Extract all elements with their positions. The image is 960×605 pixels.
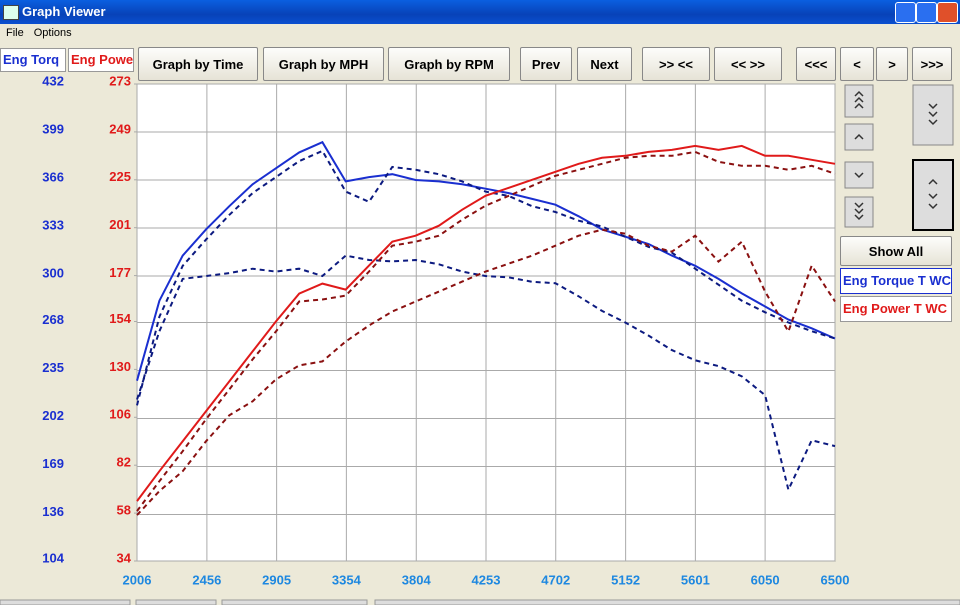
y-tick-label: 333 xyxy=(42,217,64,232)
toolbar-button[interactable]: >> << xyxy=(642,47,710,81)
x-tick-label: 4702 xyxy=(541,572,570,587)
y-tick-label: 235 xyxy=(42,360,64,375)
zoom-button[interactable] xyxy=(912,159,954,231)
x-tick-label: 6500 xyxy=(821,572,850,587)
y-tick-label: 136 xyxy=(42,504,64,519)
chevron-icon xyxy=(928,103,938,126)
toolbar-button[interactable]: Prev xyxy=(520,47,572,81)
x-tick-label: 4253 xyxy=(472,572,501,587)
toolbar-button[interactable]: < xyxy=(840,47,874,81)
y-tick-label: 432 xyxy=(42,73,64,88)
status-panel xyxy=(374,599,960,605)
status-panel xyxy=(221,599,368,605)
y2-tick-label: 273 xyxy=(109,73,131,88)
x-tick-label: 6050 xyxy=(751,572,780,587)
menu-item[interactable]: File xyxy=(6,27,24,39)
toolbar-button[interactable]: <<< xyxy=(796,47,836,81)
y-tick-label: 399 xyxy=(42,121,64,136)
chevron-icon xyxy=(854,90,864,109)
toolbar-button[interactable]: > xyxy=(876,47,908,81)
series-line xyxy=(136,144,836,502)
title-bar: Graph Viewer xyxy=(0,0,960,24)
toolbar-button[interactable]: Graph by MPH xyxy=(263,47,384,81)
y-axis-header: Eng Torq xyxy=(0,48,66,72)
scroll-button[interactable] xyxy=(844,84,874,118)
toolbar-button[interactable]: >>> xyxy=(912,47,952,81)
toolbar-button[interactable]: Graph by Time xyxy=(138,47,258,81)
toolbar-button[interactable]: << >> xyxy=(714,47,782,81)
y-tick-label: 268 xyxy=(42,312,64,327)
status-panel xyxy=(135,599,217,605)
y2-tick-label: 106 xyxy=(109,407,131,422)
y2-tick-label: 58 xyxy=(117,503,131,518)
x-tick-label: 2456 xyxy=(192,572,221,587)
window-title: Graph Viewer xyxy=(22,4,106,19)
y2-tick-label: 249 xyxy=(109,121,131,136)
dashed-series-line xyxy=(136,254,836,493)
chevron-icon xyxy=(854,133,864,140)
x-tick-label: 2905 xyxy=(262,572,291,587)
legend-entry[interactable]: Eng Torque T WC xyxy=(840,268,952,294)
dashed-series-line xyxy=(136,228,836,516)
menu-bar: File Options xyxy=(0,24,960,42)
y2-axis-header: Eng Powe xyxy=(68,48,134,72)
y2-tick-label: 82 xyxy=(117,455,131,470)
y2-tick-label: 201 xyxy=(109,217,131,232)
x-tick-label: 3354 xyxy=(332,572,362,587)
y-tick-label: 300 xyxy=(42,265,64,280)
chevron-icon xyxy=(854,172,864,179)
x-tick-label: 3804 xyxy=(402,572,432,587)
y2-tick-label: 130 xyxy=(109,359,131,374)
y-tick-label: 202 xyxy=(42,408,64,423)
x-tick-label: 2006 xyxy=(123,572,152,587)
y-tick-label: 366 xyxy=(42,169,64,184)
x-tick-label: 5601 xyxy=(681,572,710,587)
app-icon xyxy=(3,5,19,20)
y-tick-label: 104 xyxy=(42,550,64,565)
y2-tick-label: 225 xyxy=(109,169,131,184)
toolbar-button[interactable]: Graph by RPM xyxy=(388,47,510,81)
y2-tick-label: 154 xyxy=(109,311,131,326)
scroll-button[interactable] xyxy=(844,196,874,228)
status-panel xyxy=(0,599,131,605)
menu-item[interactable]: Options xyxy=(33,27,72,39)
chevron-icon xyxy=(854,202,864,221)
dashed-series-line xyxy=(136,149,836,406)
restore-button[interactable] xyxy=(916,2,937,23)
scroll-button[interactable] xyxy=(844,161,874,189)
y2-tick-label: 177 xyxy=(109,265,131,280)
scroll-button[interactable] xyxy=(844,123,874,151)
legend-entry[interactable]: Eng Power T WC xyxy=(840,296,952,322)
minimize-button[interactable] xyxy=(895,2,916,23)
close-button[interactable] xyxy=(937,2,958,23)
dashed-series-line xyxy=(136,150,836,512)
toolbar-button[interactable]: Next xyxy=(577,47,632,81)
x-tick-label: 5152 xyxy=(611,572,640,587)
chevron-icon xyxy=(928,178,938,210)
show-all-button[interactable]: Show All xyxy=(840,236,952,266)
y-tick-label: 169 xyxy=(42,456,64,471)
y2-tick-label: 34 xyxy=(117,550,132,565)
series-line xyxy=(136,140,836,381)
